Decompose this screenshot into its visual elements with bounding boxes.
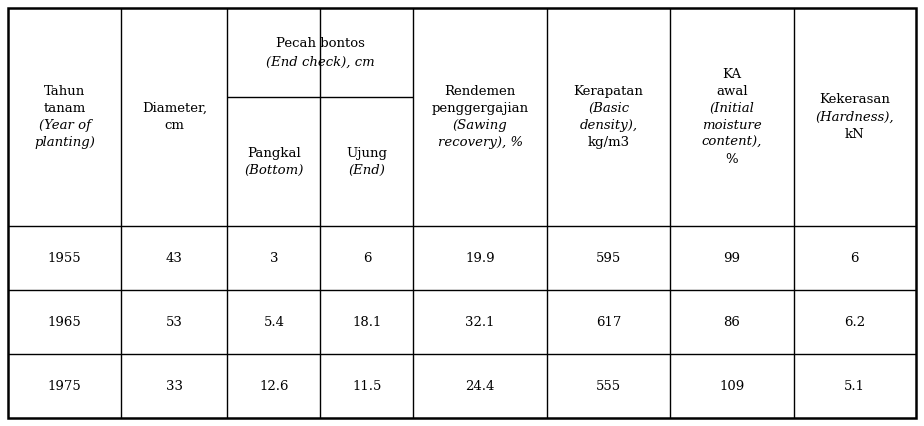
Text: moisture: moisture [702,119,762,132]
Text: recovery), %: recovery), % [438,136,523,149]
Text: (End check), cm: (End check), cm [266,56,375,69]
Text: (Sawing: (Sawing [453,119,507,132]
Text: 86: 86 [723,316,740,328]
Text: kg/m3: kg/m3 [588,136,629,149]
Text: penggergajian: penggergajian [432,102,529,115]
Text: 109: 109 [720,380,745,392]
Text: 1975: 1975 [48,380,81,392]
Text: 555: 555 [596,380,621,392]
Text: cm: cm [164,119,184,132]
Text: (Basic: (Basic [588,102,629,115]
Text: 1965: 1965 [48,316,81,328]
Text: tanam: tanam [43,102,86,115]
Text: (Hardness),: (Hardness), [816,110,894,124]
Text: (Initial: (Initial [710,102,754,115]
Text: (Year of: (Year of [39,119,91,132]
Text: awal: awal [716,85,748,98]
Text: 33: 33 [165,380,183,392]
Text: density),: density), [579,119,638,132]
Text: 6: 6 [363,251,371,265]
Text: 3: 3 [270,251,278,265]
Text: Pangkal: Pangkal [247,147,301,160]
Text: 595: 595 [596,251,621,265]
Text: 53: 53 [166,316,183,328]
Text: 18.1: 18.1 [352,316,382,328]
Text: Tahun: Tahun [44,85,85,98]
Text: 1955: 1955 [48,251,81,265]
Text: Pecah bontos: Pecah bontos [276,37,365,50]
Text: Rendemen: Rendemen [444,85,516,98]
Text: 43: 43 [166,251,183,265]
Text: Ujung: Ujung [346,147,387,160]
Text: (End): (End) [348,164,385,177]
Text: 11.5: 11.5 [352,380,382,392]
Text: Diameter,: Diameter, [141,102,207,115]
Text: 5.4: 5.4 [263,316,285,328]
Text: 6: 6 [851,251,859,265]
Text: Kerapatan: Kerapatan [574,85,643,98]
Text: planting): planting) [34,136,95,149]
Text: 617: 617 [596,316,621,328]
Text: 99: 99 [723,251,740,265]
Text: KA: KA [723,68,742,81]
Text: 12.6: 12.6 [259,380,288,392]
Text: Kekerasan: Kekerasan [820,93,890,106]
Text: 6.2: 6.2 [845,316,866,328]
Text: 32.1: 32.1 [466,316,495,328]
Text: %: % [725,153,738,166]
Text: 5.1: 5.1 [845,380,866,392]
Text: content),: content), [702,136,762,149]
Text: (Bottom): (Bottom) [244,164,304,177]
Text: 24.4: 24.4 [466,380,495,392]
Text: 19.9: 19.9 [466,251,495,265]
Text: kN: kN [845,128,865,141]
